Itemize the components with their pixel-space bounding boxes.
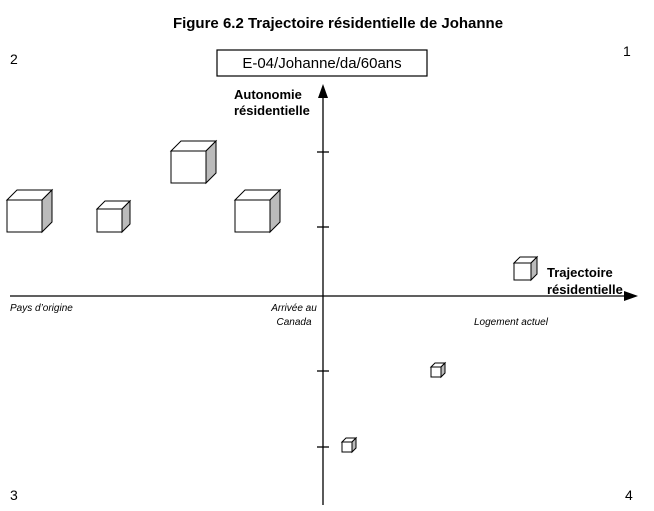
x-axis-label: Trajectoire [547, 265, 613, 280]
quadrant-number: 1 [623, 43, 631, 59]
y-axis-label: Autonomie [234, 87, 302, 102]
arrow-head [624, 291, 638, 301]
cubes [5, 139, 539, 454]
cube-face [6, 199, 43, 233]
cube-face [234, 199, 271, 233]
quadrant-number: 4 [625, 487, 633, 503]
point-label: Canada [276, 317, 311, 328]
point-label: Logement actuel [474, 317, 549, 328]
case-box [216, 49, 428, 77]
x-axis-label: résidentielle [547, 282, 623, 297]
point-label: Arrivée au [270, 303, 317, 314]
y-axis-label: résidentielle [234, 103, 310, 118]
cube-face [341, 441, 353, 453]
quadrant-number: 3 [10, 487, 18, 503]
point-label: Pays d’origine [10, 303, 73, 314]
cube-face [513, 262, 532, 281]
arrow-head [318, 84, 328, 98]
quadrant-number: 2 [10, 51, 18, 67]
cube-face [96, 208, 123, 233]
title: Figure 6.2 Trajectoire résidentielle de … [173, 15, 503, 32]
axes [10, 90, 630, 505]
cube-face [430, 366, 442, 378]
case-label: E-04/Johanne/da/60ans [242, 55, 401, 72]
cube-face [170, 150, 207, 184]
